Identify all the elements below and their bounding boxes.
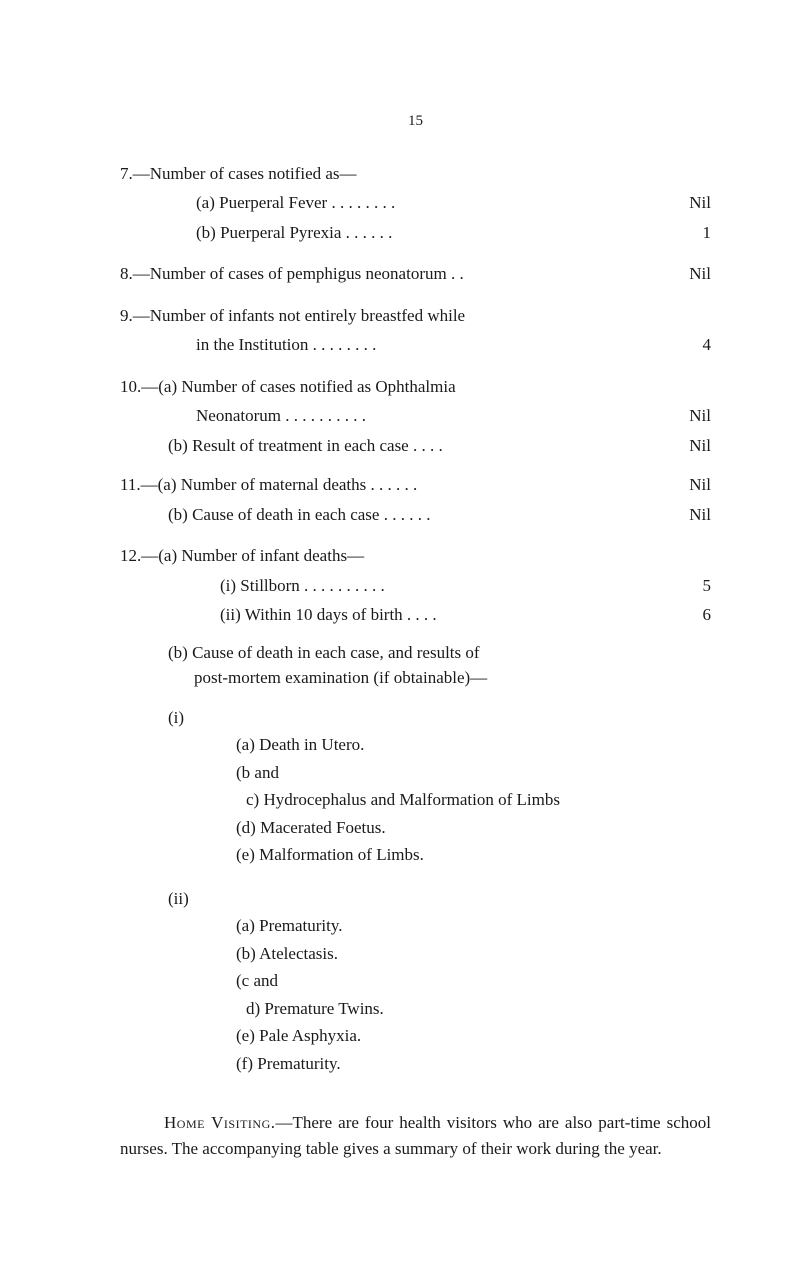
item-9-line1: 9.—Number of infants not entirely breast… <box>120 303 711 329</box>
item-7b: (b) Puerperal Pyrexia . . . . . . 1 <box>120 220 711 246</box>
item-12-ii-label: (ii) Within 10 days of birth . . . . <box>220 602 661 628</box>
item-10b-value: Nil <box>661 433 711 459</box>
item-12-ii: (ii) Within 10 days of birth . . . . 6 <box>120 602 711 628</box>
item-10a-line1: 10.—(a) Number of cases notified as Opht… <box>120 374 711 400</box>
list-ii-c: (c and <box>236 968 711 994</box>
item-7a: (a) Puerperal Fever . . . . . . . . Nil <box>120 190 711 216</box>
item-12-i-value: 5 <box>661 573 711 599</box>
item-9-value: 4 <box>661 332 711 358</box>
item-9-line2-text: in the Institution . . . . . . . . <box>196 332 661 358</box>
list-i-c: c) Hydrocephalus and Malformation of Lim… <box>236 787 711 813</box>
item-9-line1-text: 9.—Number of infants not entirely breast… <box>120 303 711 329</box>
summary-paragraph: Home Visiting.—There are four health vis… <box>120 1110 711 1161</box>
item-8-label: 8.—Number of cases of pemphigus neonator… <box>120 261 661 287</box>
list-ii-e: (e) Pale Asphyxia. <box>236 1023 711 1049</box>
list-i-b: (b and <box>236 760 711 786</box>
item-10b-label: (b) Result of treatment in each case . .… <box>168 433 661 459</box>
summary-lead: Home Visiting. <box>164 1113 276 1132</box>
item-12b: (b) Cause of death in each case, and res… <box>120 640 711 691</box>
list-ii: (ii) (a) Prematurity. (b) Atelectasis. (… <box>120 886 711 1077</box>
list-i-items: (a) Death in Utero. (b and c) Hydrocepha… <box>168 732 711 868</box>
item-12a-head: 12.—(a) Number of infant deaths— <box>120 543 711 569</box>
item-10a-value: Nil <box>661 403 711 429</box>
page-number: 15 <box>120 110 711 133</box>
list-i-d: (d) Macerated Foetus. <box>236 815 711 841</box>
list-ii-a: (a) Prematurity. <box>236 913 711 939</box>
document-page: 15 7.—Number of cases notified as— (a) P… <box>0 0 801 1221</box>
list-i-head: (i) <box>168 705 711 731</box>
item-9: 9.—Number of infants not entirely breast… <box>120 303 711 358</box>
list-ii-b: (b) Atelectasis. <box>236 941 711 967</box>
item-11b-value: Nil <box>661 502 711 528</box>
item-11a: 11.—(a) Number of maternal deaths . . . … <box>120 472 711 498</box>
item-10: 10.—(a) Number of cases notified as Opht… <box>120 374 711 459</box>
item-11a-label: 11.—(a) Number of maternal deaths . . . … <box>120 472 661 498</box>
item-10b: (b) Result of treatment in each case . .… <box>120 433 711 459</box>
item-8-value: Nil <box>661 261 711 287</box>
list-ii-items: (a) Prematurity. (b) Atelectasis. (c and… <box>168 913 711 1076</box>
item-12b-line2: post-mortem examination (if obtainable)— <box>168 665 711 691</box>
item-9-line2: in the Institution . . . . . . . . 4 <box>120 332 711 358</box>
item-12a-head-text: 12.—(a) Number of infant deaths— <box>120 543 711 569</box>
item-11b-label: (b) Cause of death in each case . . . . … <box>168 502 661 528</box>
list-i-e: (e) Malformation of Limbs. <box>236 842 711 868</box>
item-11b: (b) Cause of death in each case . . . . … <box>120 502 711 528</box>
item-12b-line1: (b) Cause of death in each case, and res… <box>168 640 711 666</box>
item-7-head-text: 7.—Number of cases notified as— <box>120 161 711 187</box>
item-10a-line2: Neonatorum . . . . . . . . . . Nil <box>120 403 711 429</box>
item-7a-label: (a) Puerperal Fever . . . . . . . . <box>196 190 661 216</box>
item-12-ii-value: 6 <box>661 602 711 628</box>
list-i: (i) (a) Death in Utero. (b and c) Hydroc… <box>120 705 711 868</box>
item-11a-value: Nil <box>661 472 711 498</box>
item-7b-label: (b) Puerperal Pyrexia . . . . . . <box>196 220 661 246</box>
item-12-i-label: (i) Stillborn . . . . . . . . . . <box>220 573 661 599</box>
item-12-i: (i) Stillborn . . . . . . . . . . 5 <box>120 573 711 599</box>
item-11: 11.—(a) Number of maternal deaths . . . … <box>120 472 711 527</box>
item-7a-value: Nil <box>661 190 711 216</box>
item-7-head: 7.—Number of cases notified as— <box>120 161 711 187</box>
item-7b-value: 1 <box>661 220 711 246</box>
list-ii-f: (f) Prematurity. <box>236 1051 711 1077</box>
item-8: 8.—Number of cases of pemphigus neonator… <box>120 261 711 287</box>
list-ii-d: d) Premature Twins. <box>236 996 711 1022</box>
item-12: 12.—(a) Number of infant deaths— (i) Sti… <box>120 543 711 691</box>
list-ii-head: (ii) <box>168 886 711 912</box>
item-10a-line1-text: 10.—(a) Number of cases notified as Opht… <box>120 374 711 400</box>
item-7: 7.—Number of cases notified as— (a) Puer… <box>120 161 711 246</box>
item-10a-line2-text: Neonatorum . . . . . . . . . . <box>196 403 661 429</box>
list-i-a: (a) Death in Utero. <box>236 732 711 758</box>
